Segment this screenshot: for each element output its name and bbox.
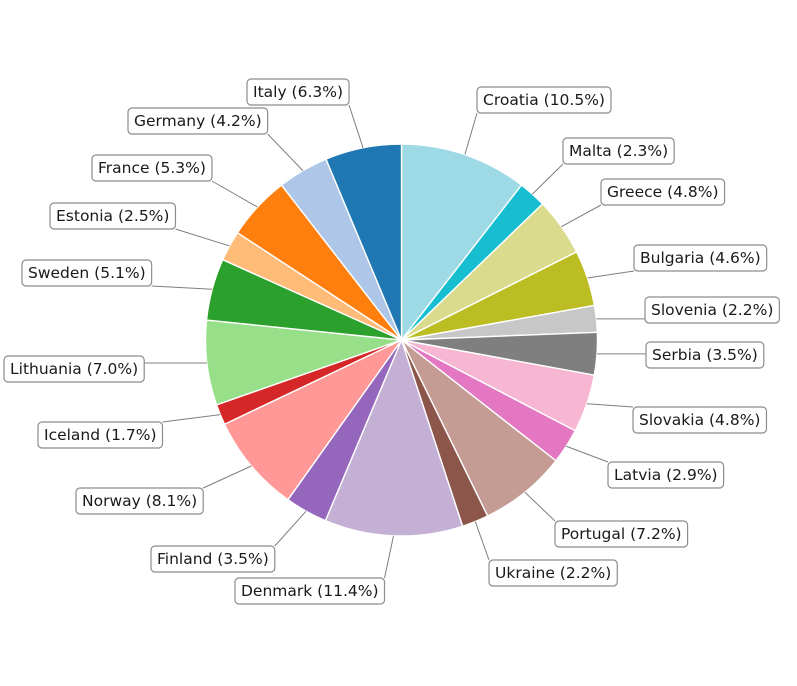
pie-label-denmark: Denmark (11.4%) (234, 535, 394, 605)
pie-label-text: Finland (3.5%) (157, 550, 269, 568)
pie-label-box (554, 520, 689, 548)
pie-label-text: Greece (4.8%) (607, 183, 719, 201)
pie-label-box (476, 86, 612, 114)
pie-label-box (49, 202, 177, 230)
pie-label-box (562, 137, 675, 165)
pie-label-text: Serbia (3.5%) (652, 346, 758, 364)
pie-label-lithuania: Lithuania (7.0%) (3, 355, 207, 383)
pie-label-germany: Germany (4.2%) (127, 107, 304, 171)
pie-label-box (488, 559, 618, 587)
pie-label-box (150, 545, 276, 573)
pie-label-text: Germany (4.2%) (134, 112, 262, 130)
pie-label-slovenia: Slovenia (2.2%) (596, 296, 780, 324)
pie-leader-line (267, 133, 304, 171)
pie-leader-line (202, 465, 252, 489)
pie-label-text: Ukraine (2.2%) (495, 564, 611, 582)
pie-leader-line (587, 270, 635, 279)
pie-leader-line (151, 285, 213, 290)
pie-leader-line (211, 180, 258, 208)
pie-label-text: Estonia (2.5%) (56, 207, 169, 225)
pie-label-portugal: Portugal (7.2%) (524, 491, 689, 548)
pie-label-box (37, 421, 164, 449)
pie-label-croatia: Croatia (10.5%) (464, 86, 612, 155)
pie-label-norway: Norway (8.1%) (75, 465, 252, 515)
pie-label-box (632, 406, 768, 434)
pie-label-text: Bulgaria (4.6%) (640, 249, 761, 267)
pie-label-box (645, 341, 765, 369)
pie-slices (204, 143, 599, 537)
pie-label-box (75, 487, 204, 515)
pie-label-box (607, 461, 725, 489)
pie-label-text: Slovenia (2.2%) (651, 301, 773, 319)
pie-label-box (91, 154, 213, 182)
pie-label-box (21, 259, 153, 287)
pie-label-serbia: Serbia (3.5%) (597, 341, 765, 369)
pie-label-text: Italy (6.3%) (253, 83, 343, 101)
pie-label-bulgaria: Bulgaria (4.6%) (587, 244, 768, 279)
pie-leader-line (175, 228, 230, 247)
pie-leader-line (586, 403, 634, 408)
pie-leader-line (464, 112, 478, 155)
pie-label-box (600, 178, 726, 206)
pie-label-estonia: Estonia (2.5%) (49, 202, 230, 247)
pie-leader-line (348, 104, 364, 148)
pie-leader-line (524, 491, 556, 522)
pie-leader-line (566, 445, 609, 463)
pie-label-text: Malta (2.3%) (569, 142, 668, 160)
pie-label-text: Sweden (5.1%) (28, 264, 146, 282)
pie-leader-line (561, 204, 602, 228)
pie-label-box (3, 355, 145, 383)
pie-leader-line (274, 510, 307, 547)
pie-label-iceland: Iceland (1.7%) (37, 414, 221, 449)
pie-label-text: Iceland (1.7%) (44, 426, 157, 444)
pie-label-finland: Finland (3.5%) (150, 510, 307, 573)
pie-label-box (127, 107, 269, 135)
pie-label-greece: Greece (4.8%) (561, 178, 726, 228)
pie-label-text: Croatia (10.5%) (483, 91, 605, 109)
pie-label-ukraine: Ukraine (2.2%) (474, 521, 618, 587)
pie-leader-line (162, 414, 221, 423)
pie-leader-line (384, 535, 394, 579)
pie-label-malta: Malta (2.3%) (532, 137, 675, 195)
pie-label-text: Slovakia (4.8%) (639, 411, 760, 429)
pie-label-box (234, 577, 386, 605)
pie-label-slovakia: Slovakia (4.8%) (586, 403, 768, 434)
pie-label-italy: Italy (6.3%) (246, 78, 364, 148)
pie-label-text: Norway (8.1%) (82, 492, 197, 510)
pie-label-latvia: Latvia (2.9%) (566, 445, 725, 489)
pie-label-text: Portugal (7.2%) (561, 525, 682, 543)
pie-slice-denmark (324, 338, 464, 537)
pie-leader-line (474, 521, 490, 561)
pie-label-text: France (5.3%) (98, 159, 206, 177)
pie-labels: Croatia (10.5%) Malta (2.3%) Greece (4.8%)… (3, 78, 780, 605)
pie-label-text: Denmark (11.4%) (241, 582, 379, 600)
pie-label-sweden: Sweden (5.1%) (21, 259, 213, 290)
pie-label-box (644, 296, 780, 324)
pie-label-text: Latvia (2.9%) (614, 466, 718, 484)
pie-label-box (246, 78, 350, 106)
pie-label-text: Lithuania (7.0%) (10, 360, 138, 378)
pie-label-box (633, 244, 768, 272)
pie-slice-norway (223, 338, 404, 501)
pie-label-france: France (5.3%) (91, 154, 258, 208)
pie-slice-italy (325, 143, 403, 341)
pie-leader-line (532, 163, 564, 195)
